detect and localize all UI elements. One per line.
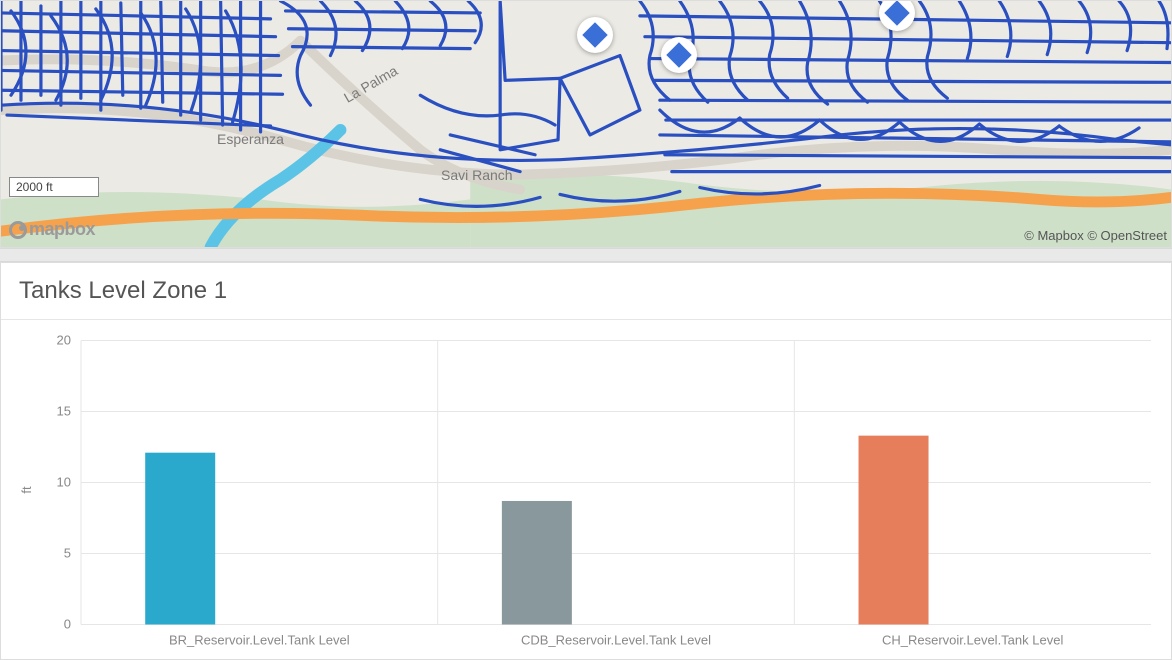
map-marker[interactable] bbox=[661, 37, 697, 73]
map-scale-indicator: 2000 ft bbox=[9, 177, 99, 197]
bar-chart[interactable]: 0 5 10 15 20 BR_Reservoir.Level.Tank Level CDB… bbox=[1, 320, 1171, 659]
chart-bar[interactable] bbox=[859, 436, 929, 625]
panel-divider bbox=[0, 248, 1172, 262]
dashboard-container: EsperanzaLa PalmaSavi Ranch 2000 ft mapb… bbox=[0, 0, 1172, 660]
chart-panel: Tanks Level Zone 1 ft 05101520BR_Reservo… bbox=[0, 262, 1172, 660]
diamond-icon bbox=[582, 22, 607, 47]
map-place-label: Savi Ranch bbox=[441, 167, 513, 183]
map-marker[interactable] bbox=[577, 17, 613, 53]
map-panel[interactable]: EsperanzaLa PalmaSavi Ranch 2000 ft mapb… bbox=[0, 0, 1172, 248]
mapbox-logo-icon bbox=[9, 221, 27, 239]
chart-ytick-label: 20 bbox=[57, 333, 71, 348]
map-attribution: © Mapbox © OpenStreet bbox=[1024, 228, 1167, 243]
chart-plot-area: ft 05101520BR_Reservoir.Level.Tank Level… bbox=[1, 320, 1171, 659]
chart-bar[interactable] bbox=[502, 501, 572, 625]
chart-ytick-label: 5 bbox=[64, 546, 71, 561]
chart-xtick-label: BR_Reservoir.Level.Tank Level bbox=[169, 633, 350, 648]
chart-ytick-label: 0 bbox=[64, 617, 71, 632]
mapbox-logo-text: mapbox bbox=[29, 219, 95, 240]
chart-xtick-label: CDB_Reservoir.Level.Tank Level bbox=[521, 633, 711, 648]
map-place-label: Esperanza bbox=[217, 131, 284, 147]
chart-ytick-label: 10 bbox=[57, 475, 71, 490]
chart-xtick-label: CH_Reservoir.Level.Tank Level bbox=[882, 633, 1063, 648]
chart-bar[interactable] bbox=[145, 453, 215, 625]
chart-ytick-label: 15 bbox=[57, 404, 71, 419]
mapbox-logo: mapbox bbox=[9, 219, 95, 240]
map-scale-text: 2000 ft bbox=[16, 180, 53, 194]
map-attribution-text: © Mapbox © OpenStreet bbox=[1024, 228, 1167, 243]
diamond-icon bbox=[666, 42, 691, 67]
diamond-icon bbox=[884, 0, 909, 25]
chart-title: Tanks Level Zone 1 bbox=[1, 263, 1171, 320]
